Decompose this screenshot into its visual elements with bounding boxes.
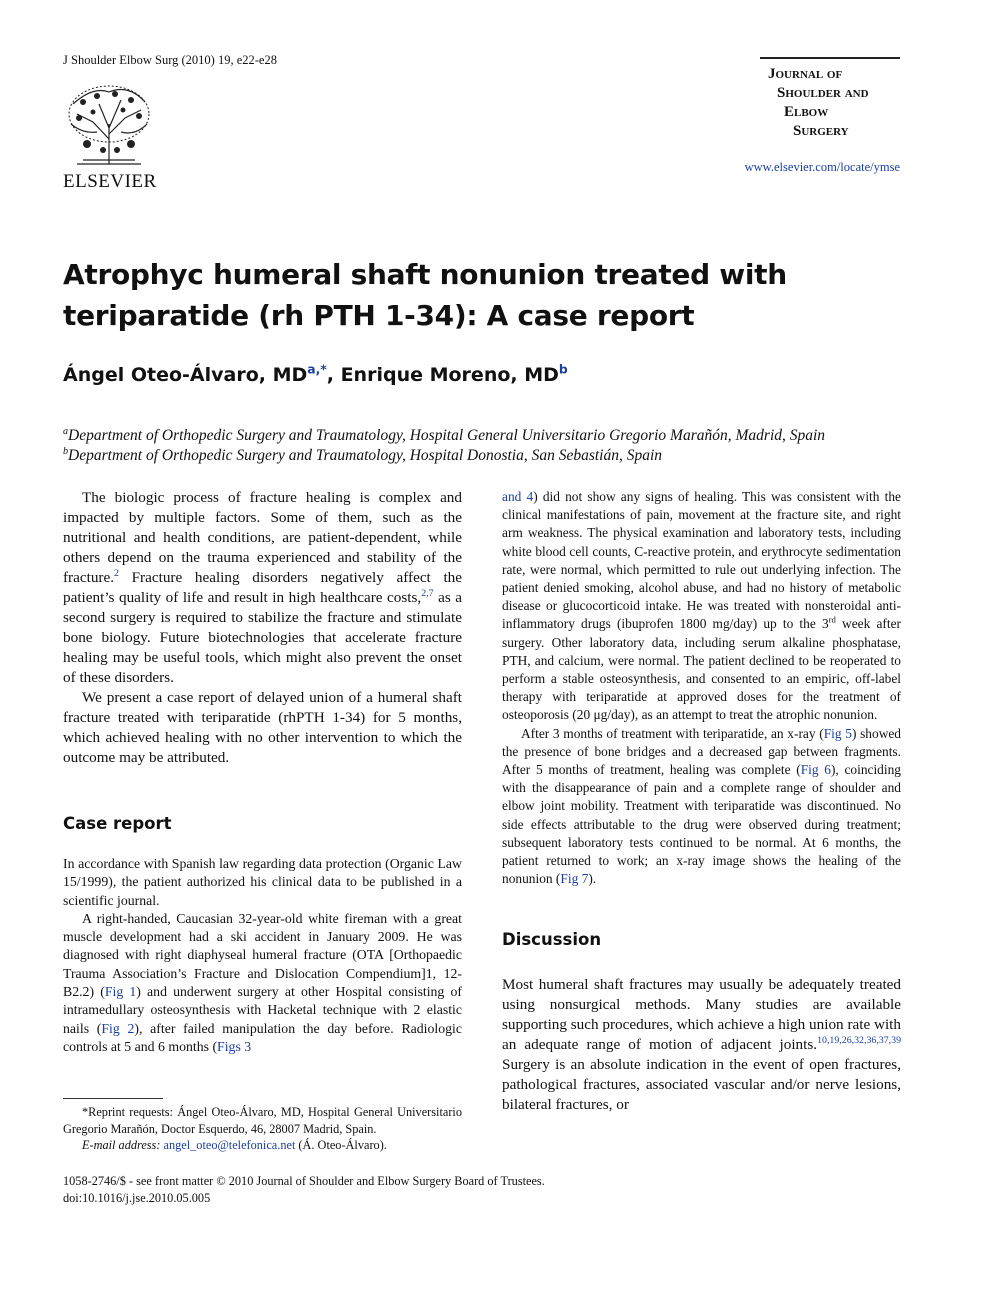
text: ) showed the presence of bone bridges an… — [502, 725, 901, 778]
text: ), coinciding with the disappearance of … — [502, 762, 901, 887]
logo-tree — [68, 85, 150, 165]
text: Most humeral shaft fractures may usually… — [502, 976, 901, 1054]
affiliation: aDepartment of Orthopedic Surgery and Tr… — [63, 426, 825, 446]
footnote-line: E-mail address: angel_oteo@telefonica.ne… — [63, 1137, 462, 1154]
journal-logo-line: Surgery — [793, 123, 849, 139]
section: Discussion Most humeral shaft fractures m… — [502, 930, 901, 1115]
text: (Á. Oteo-Álvaro). — [295, 1138, 387, 1152]
footer-line: doi:10.1016/j.jse.2010.05.005 — [63, 1190, 211, 1205]
superscript: rd — [828, 614, 836, 625]
text: ). — [588, 871, 597, 887]
paragraph: and 4) did not show any signs of healing… — [502, 488, 901, 725]
footer: 1058-2746/$ - see front matter © 2010 Jo… — [63, 1173, 545, 1206]
link[interactable]: Figs 3 — [217, 1038, 252, 1054]
section: The biologic process of fracture healing… — [63, 488, 462, 768]
text: Ángel Oteo-Álvaro, MD — [63, 364, 308, 386]
text: as a second surgery is required to stabi… — [63, 589, 462, 686]
paragraph: After 3 months of treatment with teripar… — [502, 725, 901, 889]
authors: Ángel Oteo-Álvaro, MDa,*, Enrique Moreno… — [63, 362, 568, 386]
link[interactable]: Fig 7 — [560, 871, 589, 887]
link[interactable]: angel_oteo@telefonica.net — [163, 1138, 296, 1152]
text: Department of Orthopedic Surgery and Tra… — [68, 447, 663, 464]
citation[interactable]: 10,19,26,32,36,37,39 — [817, 1035, 901, 1047]
superscript: a — [63, 425, 69, 437]
paragraph: In accordance with Spanish law regarding… — [63, 855, 462, 910]
publisher-name: ELSEVIER — [63, 171, 157, 192]
link[interactable]: Fig 2 — [101, 1020, 135, 1036]
link[interactable]: Fig 1 — [104, 984, 137, 1000]
left-column: The biologic process of fracture healing… — [63, 488, 462, 1078]
link[interactable]: Fig 5 — [823, 725, 852, 741]
text: Fracture healing disorders negatively af… — [63, 569, 462, 606]
journal-logo-line: Journal of — [768, 66, 843, 82]
label: E-mail address: — [82, 1138, 164, 1152]
affiliations: aDepartment of Orthopedic Surgery and Tr… — [63, 426, 825, 466]
footnote: *Reprint requests: Ángel Oteo-Álvaro, MD… — [63, 1104, 462, 1154]
text: We present a case report of delayed unio… — [63, 689, 462, 766]
section: Case report In accordance with Spanish la… — [63, 814, 462, 1056]
text: *Reprint requests: Ángel Oteo-Álvaro, MD… — [63, 1105, 462, 1136]
text: In accordance with Spanish law regarding… — [63, 856, 462, 908]
text: , Enrique Moreno, MD — [326, 364, 559, 386]
citation[interactable]: 2 — [114, 567, 119, 579]
text: Department of Orthopedic Surgery and Tra… — [68, 427, 826, 444]
journal-url[interactable]: www.elsevier.com/locate/ymse — [744, 160, 900, 174]
paragraph: We present a case report of delayed unio… — [63, 688, 462, 768]
citation[interactable]: b — [558, 362, 568, 377]
journal-logo-line: Shoulder and — [777, 85, 869, 101]
text: ) did not show any signs of healing. Thi… — [502, 489, 901, 632]
journal-citation: J Shoulder Elbow Surg (2010) 19, e22-e28 — [63, 53, 277, 67]
affiliation: bDepartment of Orthopedic Surgery and Tr… — [63, 446, 825, 466]
footnote-rule — [63, 1098, 163, 1099]
link[interactable]: Fig 6 — [800, 762, 831, 778]
footnote-line: *Reprint requests: Ángel Oteo-Álvaro, MD… — [63, 1104, 462, 1137]
text: A right-handed, Caucasian 32-year-old wh… — [63, 910, 462, 1000]
section: and 4) did not show any signs of healing… — [502, 488, 901, 888]
text: After 3 months of treatment with teripar… — [521, 725, 824, 741]
citation[interactable]: 2,7 — [421, 587, 434, 599]
footer-line: 1058-2746/$ - see front matter © 2010 Jo… — [63, 1174, 545, 1188]
link[interactable]: and 4 — [502, 489, 534, 504]
publisher-logo: ELSEVIER — [63, 84, 157, 193]
journal-logo-line: Elbow — [784, 104, 829, 120]
citation[interactable]: a,* — [307, 362, 327, 377]
paragraph: The biologic process of fracture healing… — [63, 488, 462, 688]
text: The biologic process of fracture healing… — [63, 489, 462, 586]
text: ) and underwent surgery at other Hospita… — [63, 984, 462, 1036]
section-heading: Discussion — [502, 930, 602, 950]
text: Surgery is an absolute indication in the… — [502, 1056, 901, 1114]
text: ), after failed manipulation the day bef… — [63, 1020, 462, 1054]
journal-logo: Journal of Shoulder and Elbow Surgery — [760, 57, 900, 141]
paragraph: A right-handed, Caucasian 32-year-old wh… — [63, 910, 462, 1056]
section-heading: Case report — [63, 814, 172, 833]
article-title: Atrophyc humeral shaft nonunion treated … — [63, 258, 787, 332]
right-column: and 4) did not show any signs of healing… — [502, 488, 901, 1158]
superscript: b — [63, 445, 69, 457]
text: week after surgery. Other laboratory dat… — [502, 616, 901, 723]
paragraph: Most humeral shaft fractures may usually… — [502, 975, 901, 1115]
